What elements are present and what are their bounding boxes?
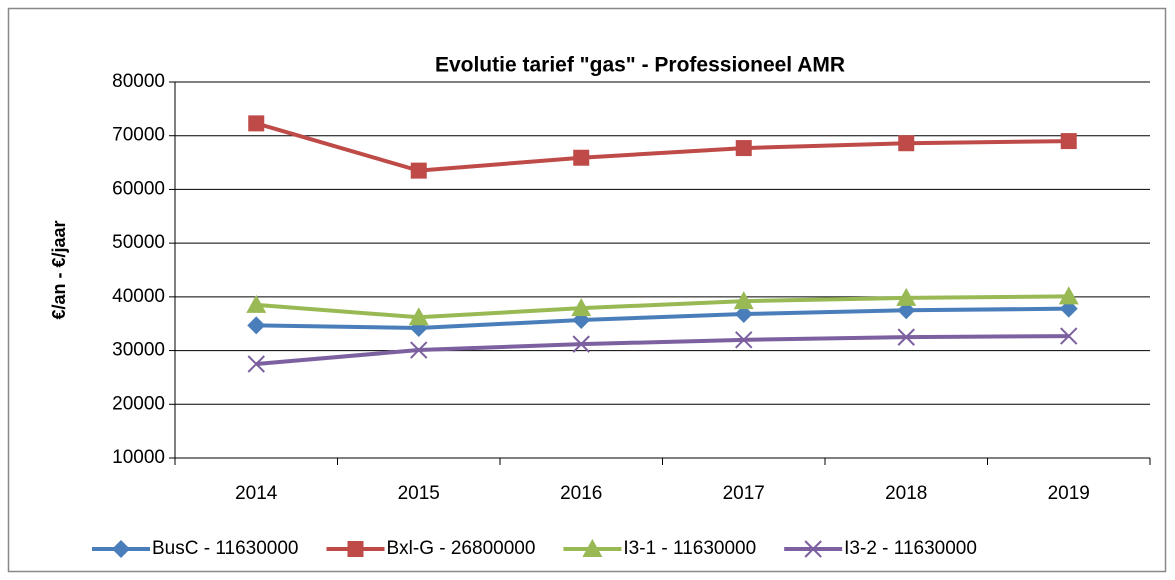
legend-label: I3-1 - 11630000 (623, 538, 756, 559)
y-tick-label: 60000 (112, 178, 165, 199)
data-point (734, 305, 753, 324)
legend-marker (112, 540, 130, 558)
x-tick-label: 2016 (560, 483, 602, 504)
y-tick-label: 20000 (112, 393, 165, 414)
y-tick-label: 50000 (112, 232, 165, 253)
data-point (247, 316, 266, 335)
y-tick-label: 80000 (112, 71, 165, 92)
data-point (246, 294, 267, 313)
x-tick-label: 2014 (235, 483, 278, 504)
x-tick-label: 2018 (885, 483, 927, 504)
y-tick-label: 10000 (112, 447, 165, 468)
data-point (573, 149, 590, 166)
series-line (256, 306, 1069, 331)
x-tick-label: 2019 (1048, 483, 1090, 504)
legend-label: I3-2 - 11630000 (844, 538, 977, 559)
x-tick-label: 2017 (723, 483, 765, 504)
data-point (1060, 133, 1077, 150)
data-point (896, 287, 917, 306)
data-point (571, 298, 592, 317)
data-point (572, 335, 590, 353)
series-line (255, 121, 1069, 173)
x-tick-label: 2015 (398, 483, 440, 504)
legend-label: BusC - 11630000 (152, 538, 298, 559)
y-axis-label: €/an - €/jaar (49, 220, 69, 319)
y-tick-label: 30000 (112, 340, 165, 361)
data-point (248, 115, 265, 132)
chart-title: Evolutie tarief "gas" - Professioneel AM… (435, 54, 845, 77)
legend-marker (804, 540, 822, 558)
series-line (256, 334, 1069, 366)
data-point (410, 162, 427, 179)
data-point (733, 291, 754, 310)
data-point (247, 355, 265, 373)
legend-marker (347, 541, 364, 557)
legend-marker (582, 539, 603, 557)
data-point (735, 331, 753, 349)
data-point (898, 135, 915, 152)
data-point (410, 341, 428, 359)
data-point (1058, 286, 1079, 305)
chart-border (7, 7, 1167, 573)
series-line (256, 294, 1069, 320)
y-tick-label: 70000 (112, 125, 165, 146)
data-point (1060, 327, 1078, 345)
legend-label: Bxl-G - 26800000 (386, 538, 535, 559)
data-point (897, 328, 915, 346)
data-point (408, 307, 429, 326)
y-tick-label: 40000 (112, 286, 165, 307)
data-point (735, 140, 752, 157)
